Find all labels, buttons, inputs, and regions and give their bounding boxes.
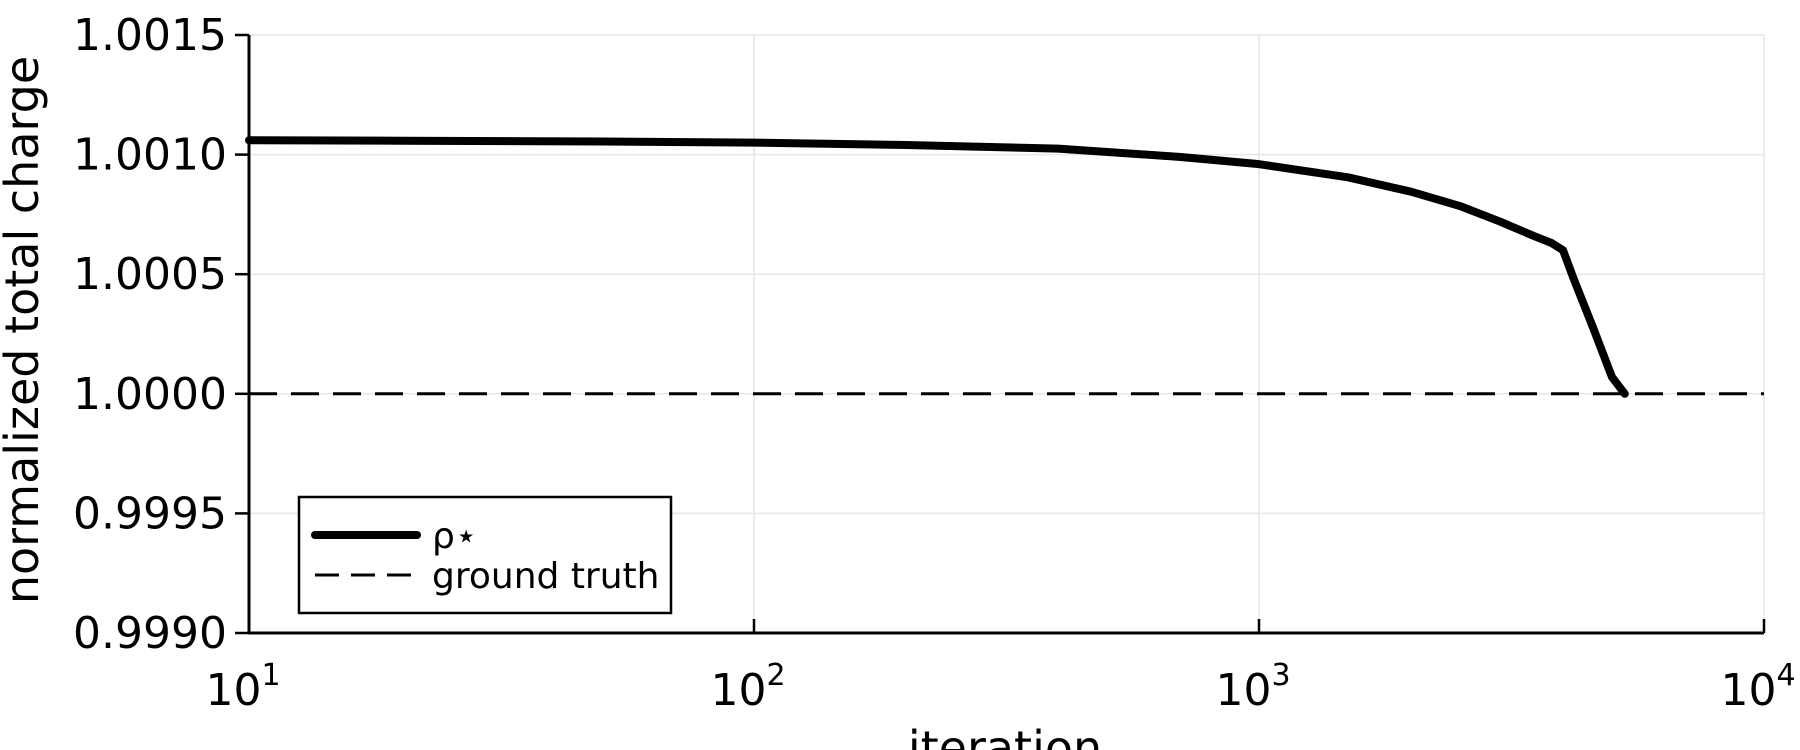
legend-label: ρ⋆ [432, 516, 477, 557]
legend: ρ⋆ground truth [297, 495, 673, 615]
x-tick-label: 104 [1720, 658, 1795, 716]
axes [235, 33, 1766, 635]
legend-label: ground truth [432, 556, 659, 597]
series-line-rho-star [245, 136, 1629, 398]
tick-labels: 0.9990 0.9995 1.0000 1.0005 1.0010 1.0015 101 1… [73, 10, 1796, 716]
y-tick-label: 1.0000 [73, 369, 227, 420]
x-tick-label: 102 [710, 658, 785, 716]
y-tick-label: 0.9990 [73, 608, 227, 659]
x-axis-label: iteration [908, 721, 1102, 750]
y-tick-label: 0.9995 [73, 488, 227, 539]
x-tick-label: 103 [1215, 658, 1290, 716]
legend-box [297, 495, 673, 615]
y-tick-label: 1.0015 [73, 10, 227, 61]
series-layer [245, 136, 1764, 398]
x-tick-label: 101 [205, 658, 280, 716]
y-tick-label: 1.0005 [73, 249, 227, 300]
y-tick-label: 1.0010 [73, 130, 227, 181]
y-axis-label: normalized total charge [0, 56, 49, 604]
